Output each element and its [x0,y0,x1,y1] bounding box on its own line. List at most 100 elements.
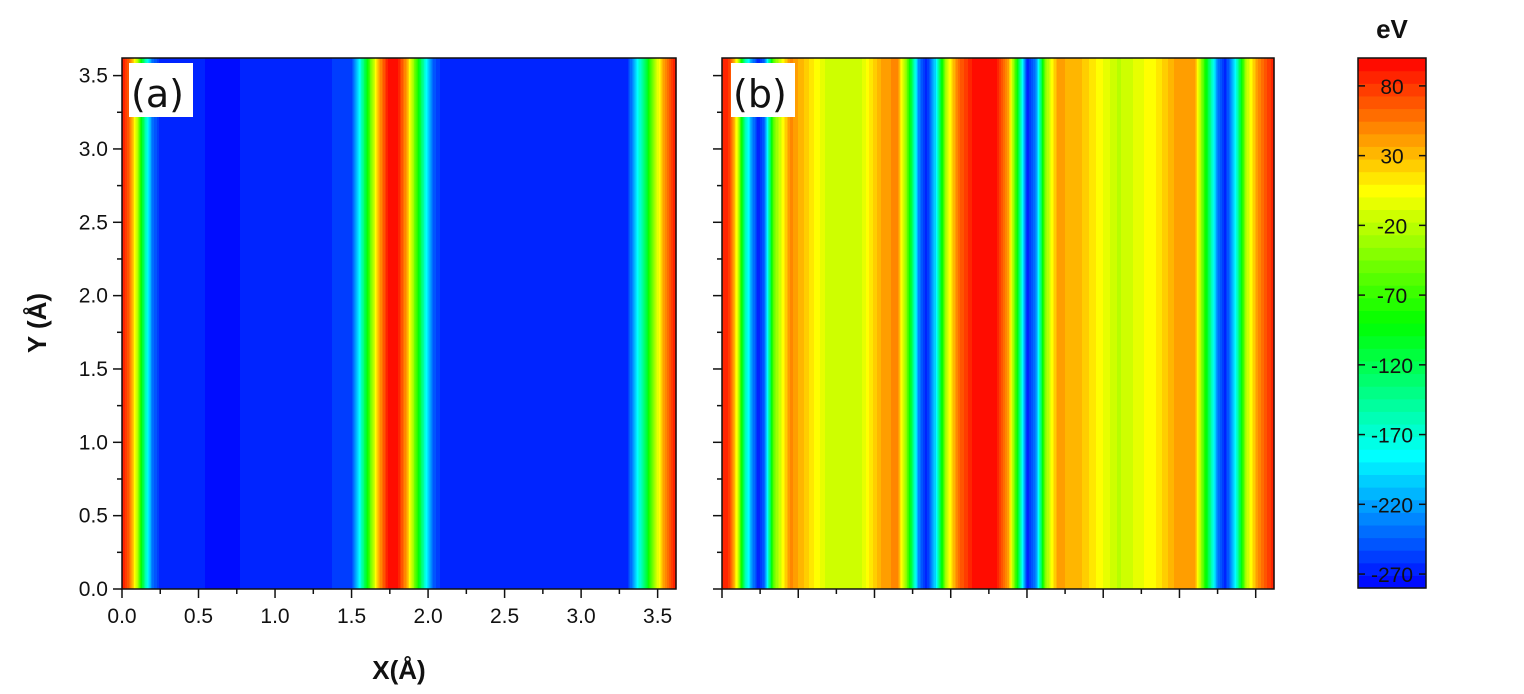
heatmap-strip [327,58,329,589]
heatmap-strip [405,58,407,589]
heatmap-strip [756,58,758,589]
heatmap-strip [1139,58,1141,589]
heatmap-strip [530,58,532,589]
heatmap-strip [1036,58,1038,589]
heatmap-strip [618,58,620,589]
heatmap-strip [953,58,955,589]
heatmap-strip [894,58,896,589]
heatmap-strip [263,58,265,589]
heatmap-strip [222,58,224,589]
heatmap-strip [125,58,127,589]
heatmap-strip [824,58,826,589]
heatmap-strip [385,58,387,589]
heatmap-strip [503,58,505,589]
heatmap-strip [1126,58,1128,589]
heatmap-strip [731,58,733,589]
heatmap-strip [169,58,171,589]
heatmap-strip [638,58,640,589]
heatmap-strip [889,58,891,589]
heatmap-strip [907,58,909,589]
heatmap-strip [532,58,534,589]
heatmap-strip [857,58,859,589]
heatmap-strip [485,58,487,589]
heatmap-strip [210,58,212,589]
heatmap-strip [1007,58,1009,589]
heatmap-strip [1044,58,1046,589]
heatmap-strip [429,58,431,589]
heatmap-strip [155,58,157,589]
heatmap-strip [1212,58,1214,589]
heatmap-strip [425,58,427,589]
heatmap-strip [227,58,229,589]
heatmap-strip [739,58,741,589]
heatmap-strip [729,58,731,589]
heatmap-strip [307,58,309,589]
heatmap-strip [403,58,405,589]
y-tick-label: 0.0 [79,578,108,601]
heatmap-strip [164,58,166,589]
heatmap-strip [871,58,873,589]
heatmap-strip [957,58,959,589]
heatmap-strip [133,58,135,589]
heatmap-strip [817,58,819,589]
heatmap-strip [963,58,965,589]
colorbar-band [1358,158,1426,173]
heatmap-strip [1189,58,1191,589]
heatmap-strip [241,58,243,589]
heatmap-strip [1161,58,1163,589]
heatmap-strip [238,58,240,589]
heatmap-strip [271,58,273,589]
heatmap-strip [570,58,572,589]
heatmap-strip [831,58,833,589]
heatmap-strip [950,58,952,589]
heatmap-strip [247,58,249,589]
heatmap-strip [439,58,441,589]
heatmap-strip [1003,58,1005,589]
heatmap-strip [1117,58,1119,589]
heatmap-strip [578,58,580,589]
heatmap-strip [378,58,380,589]
heatmap-strip [520,58,522,589]
heatmap-strip [611,58,613,589]
heatmap-strip [1199,58,1201,589]
heatmap-strip [788,58,790,589]
heatmap-strip [1067,58,1069,589]
heatmap-strip [754,58,756,589]
heatmap-strip [540,58,542,589]
heatmap-strip [284,58,286,589]
heatmap-strip [659,58,661,589]
y-tick-label: 1.0 [79,431,108,454]
heatmap-strip [804,58,806,589]
heatmap-strip [1068,58,1070,589]
heatmap-strip [528,58,530,589]
heatmap-strip [848,58,850,589]
heatmap-strip [995,58,997,589]
heatmap-strip [615,58,617,589]
heatmap-strip [673,58,675,589]
heatmap-strip [989,58,991,589]
heatmap-strip [946,58,948,589]
heatmap-strip [402,58,404,589]
heatmap-strip [813,58,815,589]
heatmap-strip [661,58,663,589]
heatmap-strip [1169,58,1171,589]
heatmap-strip [502,58,504,589]
heatmap-strip [281,58,283,589]
heatmap-strip [440,58,442,589]
heatmap-strip [468,58,470,589]
heatmap-strip [511,58,513,589]
heatmap-strip [265,58,267,589]
colorbar-band [1358,209,1426,223]
heatmap-strip [885,58,887,589]
heatmap-strip [845,58,847,589]
heatmap-strip [543,58,545,589]
heatmap-strip [806,58,808,589]
heatmap-strip [490,58,492,589]
heatmap-strip [1202,58,1204,589]
heatmap-strip [398,58,400,589]
heatmap-strip [428,58,430,589]
heatmap-strip [334,58,336,589]
heatmap-strip [1187,58,1189,589]
heatmap-strip [1210,58,1212,589]
heatmap-strip [727,58,729,589]
